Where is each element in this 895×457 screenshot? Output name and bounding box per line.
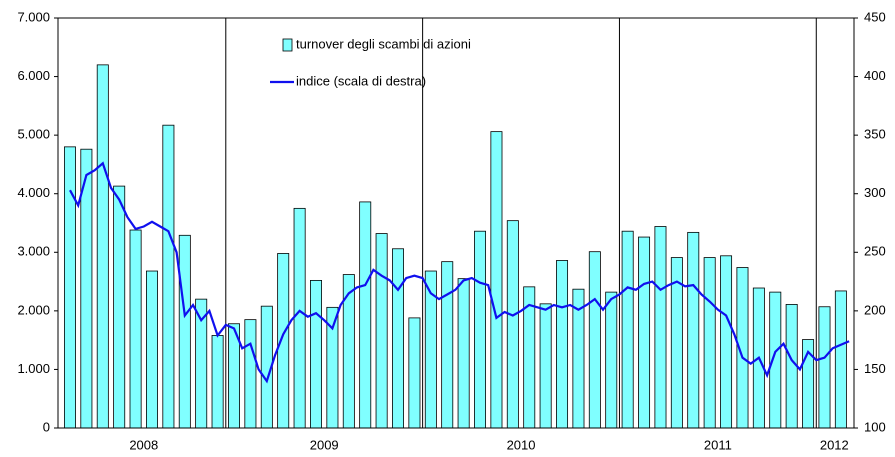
bar <box>654 226 667 429</box>
legend-label: indice (scala di destra) <box>296 73 426 88</box>
bar <box>293 207 306 429</box>
bar <box>506 220 519 429</box>
y2-tick-label: 450 <box>864 9 886 24</box>
y-tick-label: 7.000 <box>17 9 50 24</box>
y2-tick-label: 400 <box>864 68 886 83</box>
bar <box>441 261 454 429</box>
bar <box>310 279 322 429</box>
bar <box>277 253 290 429</box>
bar <box>605 291 618 429</box>
y2-tick-label: 100 <box>864 419 886 434</box>
bar <box>244 319 257 429</box>
bar <box>539 303 552 429</box>
y-tick-label: 5.000 <box>17 127 50 142</box>
bar <box>359 201 372 429</box>
bar <box>375 233 388 429</box>
bar <box>834 290 847 429</box>
line <box>69 161 850 384</box>
y-tick-label: 2.000 <box>17 302 50 317</box>
x-tick-label: 2009 <box>310 437 339 452</box>
bar <box>96 64 109 429</box>
bar <box>129 229 142 429</box>
bar <box>392 248 404 429</box>
y2-tick-label: 150 <box>864 361 886 376</box>
x-tick-label: 2012 <box>820 437 849 452</box>
bar <box>474 230 487 429</box>
bar <box>720 255 733 429</box>
bar <box>703 257 716 429</box>
legend-label: turnover degli scambi di azioni <box>296 36 471 51</box>
bar <box>162 124 175 429</box>
bar <box>408 317 421 429</box>
y-tick-label: 1.000 <box>17 361 50 376</box>
bar <box>63 146 76 429</box>
bar <box>785 304 798 429</box>
x-tick-label: 2011 <box>704 437 732 452</box>
bar <box>687 231 700 429</box>
y-tick-label: 0 <box>43 419 50 434</box>
bar <box>457 278 470 429</box>
bar <box>211 335 224 429</box>
y-tick-label: 3.000 <box>17 244 50 259</box>
bar <box>146 270 158 429</box>
x-tick-label: 2010 <box>507 437 536 452</box>
bar <box>113 185 126 429</box>
bar <box>818 306 831 429</box>
y-tick-label: 4.000 <box>17 185 50 200</box>
y2-tick-label: 350 <box>864 127 886 142</box>
bar <box>588 251 601 429</box>
y2-tick-label: 300 <box>864 185 886 200</box>
bar <box>490 131 503 429</box>
y2-tick-label: 250 <box>864 244 886 259</box>
y2-tick-label: 200 <box>864 302 886 317</box>
bar <box>178 234 191 429</box>
x-tick-label: 2008 <box>129 437 158 452</box>
y-tick-label: 6.000 <box>17 68 50 83</box>
legend-swatch <box>282 38 293 52</box>
bar <box>638 236 651 429</box>
bar <box>621 230 634 429</box>
plot-frame <box>57 17 855 429</box>
bar <box>556 260 569 429</box>
